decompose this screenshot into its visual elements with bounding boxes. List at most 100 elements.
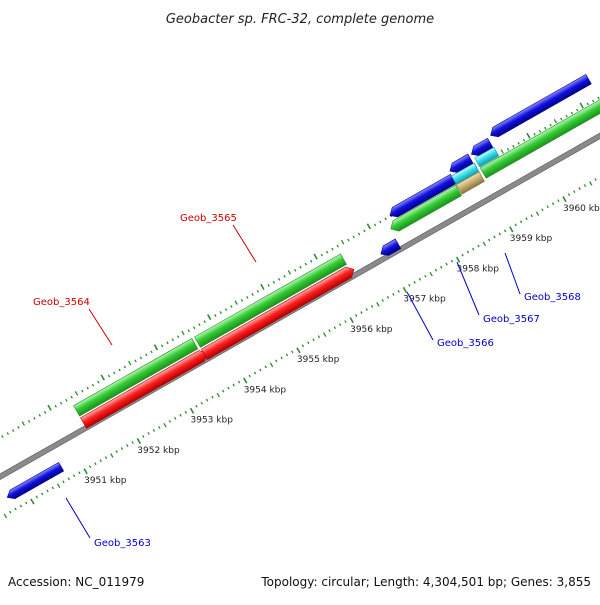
gene-label-text[interactable]: Geob_3566 (437, 338, 494, 349)
major-tick (207, 314, 212, 321)
minor-tick (461, 253, 464, 257)
gene-geob-3563[interactable] (5, 461, 65, 501)
minor-tick (583, 184, 587, 187)
gene-geob-3566-small[interactable] (378, 238, 402, 258)
minor-tick (578, 187, 581, 191)
genome-track (0, 73, 600, 519)
minor-tick (94, 462, 97, 466)
minor-tick (67, 477, 70, 481)
minor-tick (97, 380, 100, 384)
major-tick (349, 317, 354, 324)
minor-tick (285, 353, 289, 357)
minor-tick (56, 483, 61, 488)
minor-tick (142, 435, 145, 438)
minor-tick (11, 429, 15, 432)
minor-tick (214, 314, 217, 317)
gene-geob-3564-cds[interactable] (73, 338, 199, 417)
major-tick (455, 256, 461, 263)
minor-tick (338, 323, 342, 327)
minor-tick (174, 416, 177, 420)
ruler-label: 3956 kbp (350, 325, 393, 335)
minor-tick (517, 141, 520, 145)
minor-tick (232, 383, 235, 387)
major-tick (313, 253, 318, 260)
minor-tick (376, 302, 380, 307)
gene-geob-3568-cds[interactable] (479, 99, 600, 179)
minor-tick (544, 126, 547, 130)
minor-tick (340, 239, 345, 245)
gene-geob-3566[interactable] (364, 173, 471, 258)
minor-tick (256, 289, 260, 293)
minor-tick (150, 350, 153, 354)
minor-tick (259, 368, 262, 372)
leader-line (232, 224, 257, 263)
gene-label-geob-3566[interactable]: Geob_3566 (406, 291, 494, 349)
minor-tick (51, 486, 54, 490)
gene-geob-3567-tan[interactable] (456, 171, 485, 195)
minor-tick (570, 111, 574, 115)
minor-tick (291, 350, 294, 354)
minor-tick (237, 380, 241, 384)
minor-tick (576, 108, 579, 112)
gene-label-geob-3563[interactable]: Geob_3563 (65, 497, 151, 549)
minor-tick (6, 432, 10, 435)
minor-tick (386, 296, 390, 299)
gene-next-upper[interactable] (488, 73, 592, 139)
minor-tick (535, 211, 540, 216)
gene-label-text[interactable]: Geob_3568 (524, 292, 581, 303)
minor-tick (27, 419, 31, 423)
minor-tick (592, 99, 595, 103)
minor-tick (184, 410, 188, 414)
minor-tick (477, 244, 480, 248)
gene-label-text[interactable]: Geob_3567 (483, 314, 540, 325)
gene-label-geob-3568[interactable]: Geob_3568 (504, 252, 581, 303)
leader-line (88, 308, 113, 346)
minor-tick (74, 391, 79, 396)
gene-geob-3568[interactable] (468, 80, 600, 179)
minor-tick (38, 413, 41, 417)
major-tick (100, 374, 105, 381)
minor-tick (179, 413, 182, 417)
gene-label-geob-3565[interactable]: Geob_3565 (180, 213, 257, 263)
gene-label-geob-3564[interactable]: Geob_3564 (33, 297, 113, 346)
gene-geob-3565-product[interactable] (200, 264, 356, 360)
gene-label-text[interactable]: Geob_3563 (94, 538, 151, 549)
ruler-label: 3952 kbp (137, 446, 180, 456)
gene-geob-3566-upper[interactable] (387, 173, 457, 220)
leader-line (406, 291, 434, 341)
minor-tick (493, 235, 496, 239)
minor-tick (25, 501, 28, 505)
gene-label-geob-3567[interactable]: Geob_3567 (456, 261, 540, 325)
gene-geob-3567[interactable] (446, 153, 485, 195)
minor-tick (365, 308, 368, 311)
minor-tick (176, 335, 180, 339)
minor-tick (126, 444, 129, 447)
minor-tick (65, 398, 68, 402)
gene-label-text[interactable]: Geob_3565 (180, 213, 237, 224)
minor-tick (272, 280, 276, 284)
ruler-label: 3953 kbp (191, 416, 234, 426)
minor-tick (14, 507, 17, 511)
major-tick (296, 347, 301, 354)
minor-tick (294, 268, 297, 272)
gene-geob-3564[interactable] (73, 335, 210, 429)
minor-tick (317, 335, 321, 339)
major-tick (366, 223, 372, 230)
minor-tick (450, 259, 454, 263)
minor-tick (553, 118, 558, 124)
minor-tick (503, 229, 507, 233)
gene-label-text[interactable]: Geob_3564 (33, 297, 90, 308)
minor-tick (221, 389, 225, 393)
minor-tick (278, 277, 281, 281)
gene-geob-3566-cds[interactable] (388, 184, 462, 234)
minor-tick (360, 311, 363, 314)
ruler-label: 3959 kbp (510, 234, 553, 244)
minor-tick (240, 299, 244, 302)
minor-tick (211, 395, 214, 399)
minor-tick (40, 492, 44, 496)
gene-geob-3565[interactable] (194, 252, 356, 360)
minor-tick (379, 220, 382, 224)
gene-geob-3565-cds[interactable] (194, 253, 347, 348)
gene-geob-3568-cyan[interactable] (474, 146, 500, 168)
minor-tick (104, 456, 108, 460)
